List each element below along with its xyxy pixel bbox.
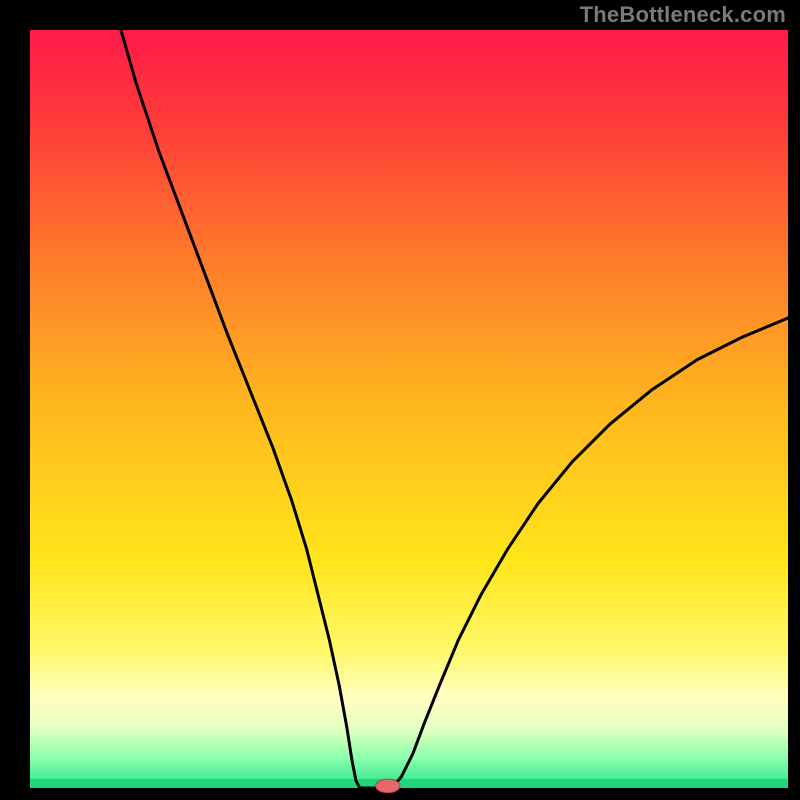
green-baseline-band — [30, 779, 788, 788]
bottleneck-chart — [0, 0, 800, 800]
optimum-marker — [376, 779, 400, 793]
chart-frame: { "watermark": { "text": "TheBottleneck.… — [0, 0, 800, 800]
watermark-text: TheBottleneck.com — [580, 2, 786, 28]
plot-background — [30, 30, 788, 788]
